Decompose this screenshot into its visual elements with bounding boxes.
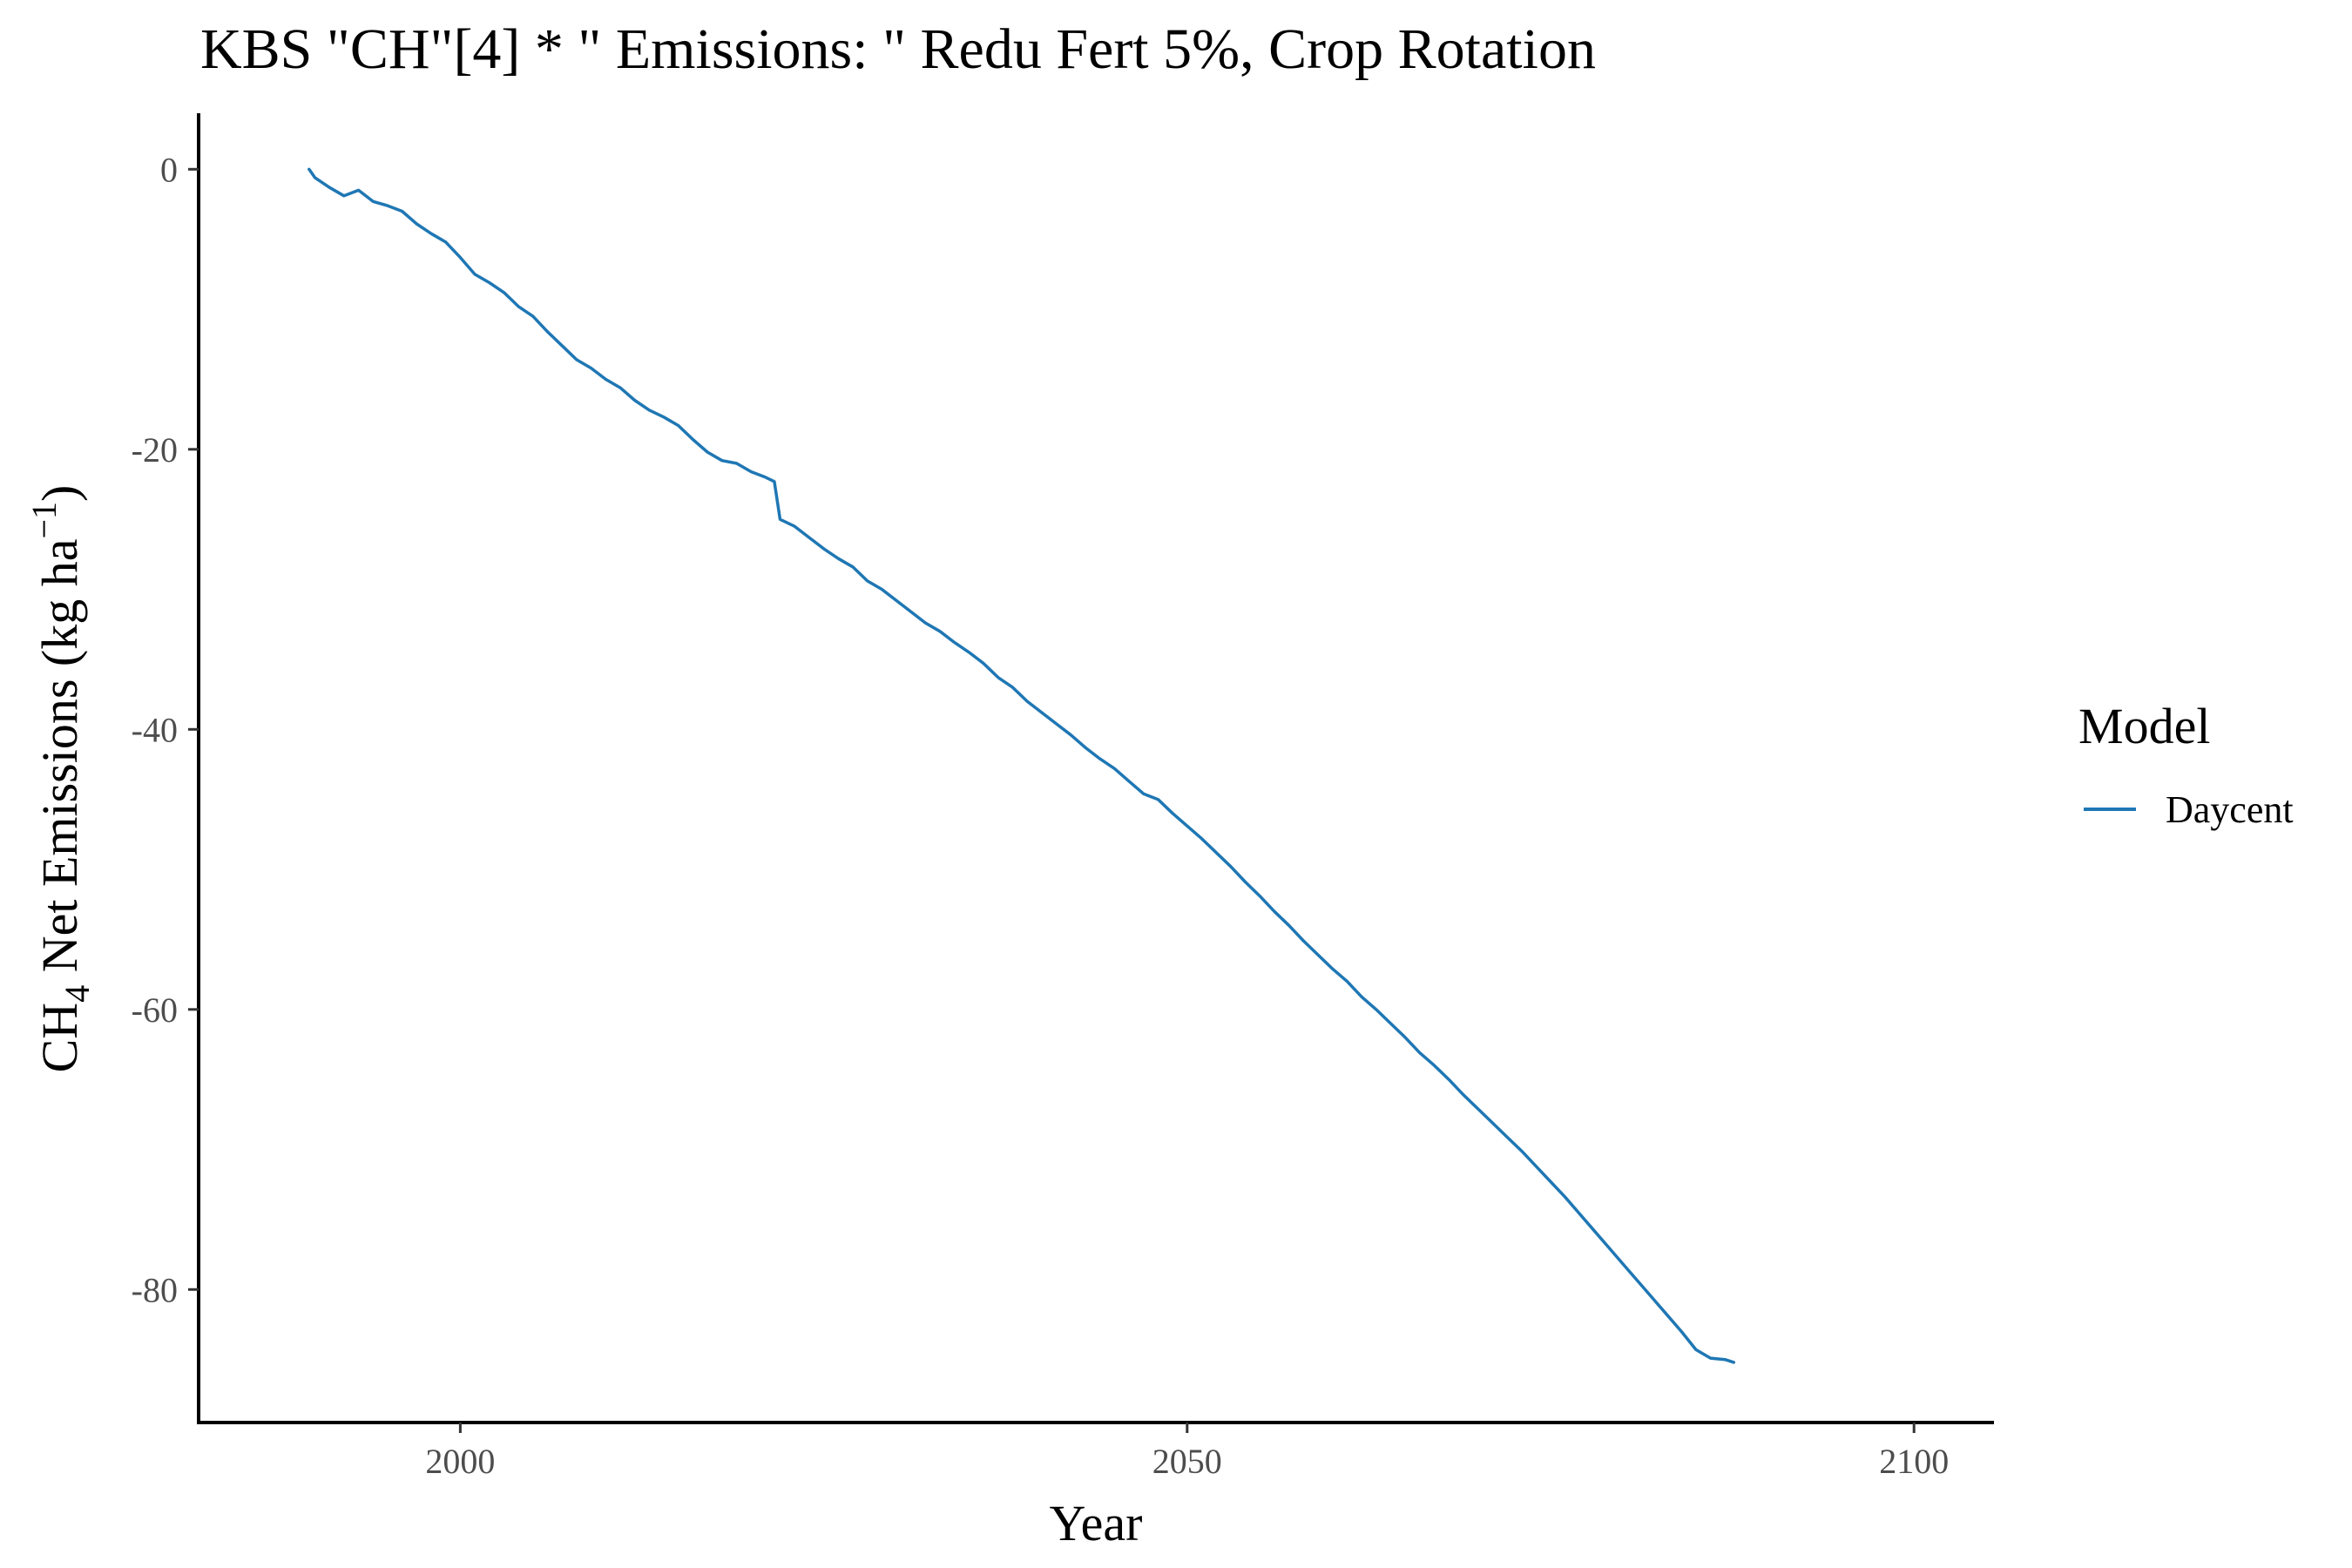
y-tick-label--40: -40 <box>132 710 178 749</box>
x-axis-ticks: 2000 2050 2100 <box>425 1423 1949 1481</box>
legend-label-daycent: Daycent <box>2166 788 2294 831</box>
x-tick-label-2050: 2050 <box>1152 1442 1222 1481</box>
x-tick-label-2100: 2100 <box>1879 1442 1949 1481</box>
y-tick-label--60: -60 <box>132 990 178 1030</box>
x-axis-title: Year <box>1050 1495 1143 1551</box>
y-axis-title-subscript: 4 <box>57 985 97 1003</box>
svg-text:CH4 Net Emissions (kg ha−1): CH4 Net Emissions (kg ha−1) <box>24 485 97 1073</box>
y-tick-label-0: 0 <box>160 150 178 189</box>
y-tick-label--80: -80 <box>132 1270 178 1309</box>
y-axis-title-prefix: CH <box>31 1003 88 1073</box>
y-tick-label--20: -20 <box>132 430 178 470</box>
y-axis-title-superscript: −1 <box>24 502 64 539</box>
y-axis-title: CH4 Net Emissions (kg ha−1) <box>24 485 97 1073</box>
legend-title: Model <box>2078 698 2210 754</box>
plot-area <box>308 167 1736 1364</box>
y-axis-ticks: 0 -20 -40 -60 -80 <box>132 150 199 1309</box>
series-line-daycent <box>308 167 1736 1364</box>
y-axis-title-middle: Net Emissions (kg ha <box>31 539 88 985</box>
y-axis-title-suffix: ) <box>31 485 88 502</box>
x-tick-label-2000: 2000 <box>425 1442 495 1481</box>
legend: Model Daycent <box>2078 698 2294 831</box>
chart-title: KBS "CH"[4] * " Emissions: " Redu Fert 5… <box>200 17 1596 81</box>
